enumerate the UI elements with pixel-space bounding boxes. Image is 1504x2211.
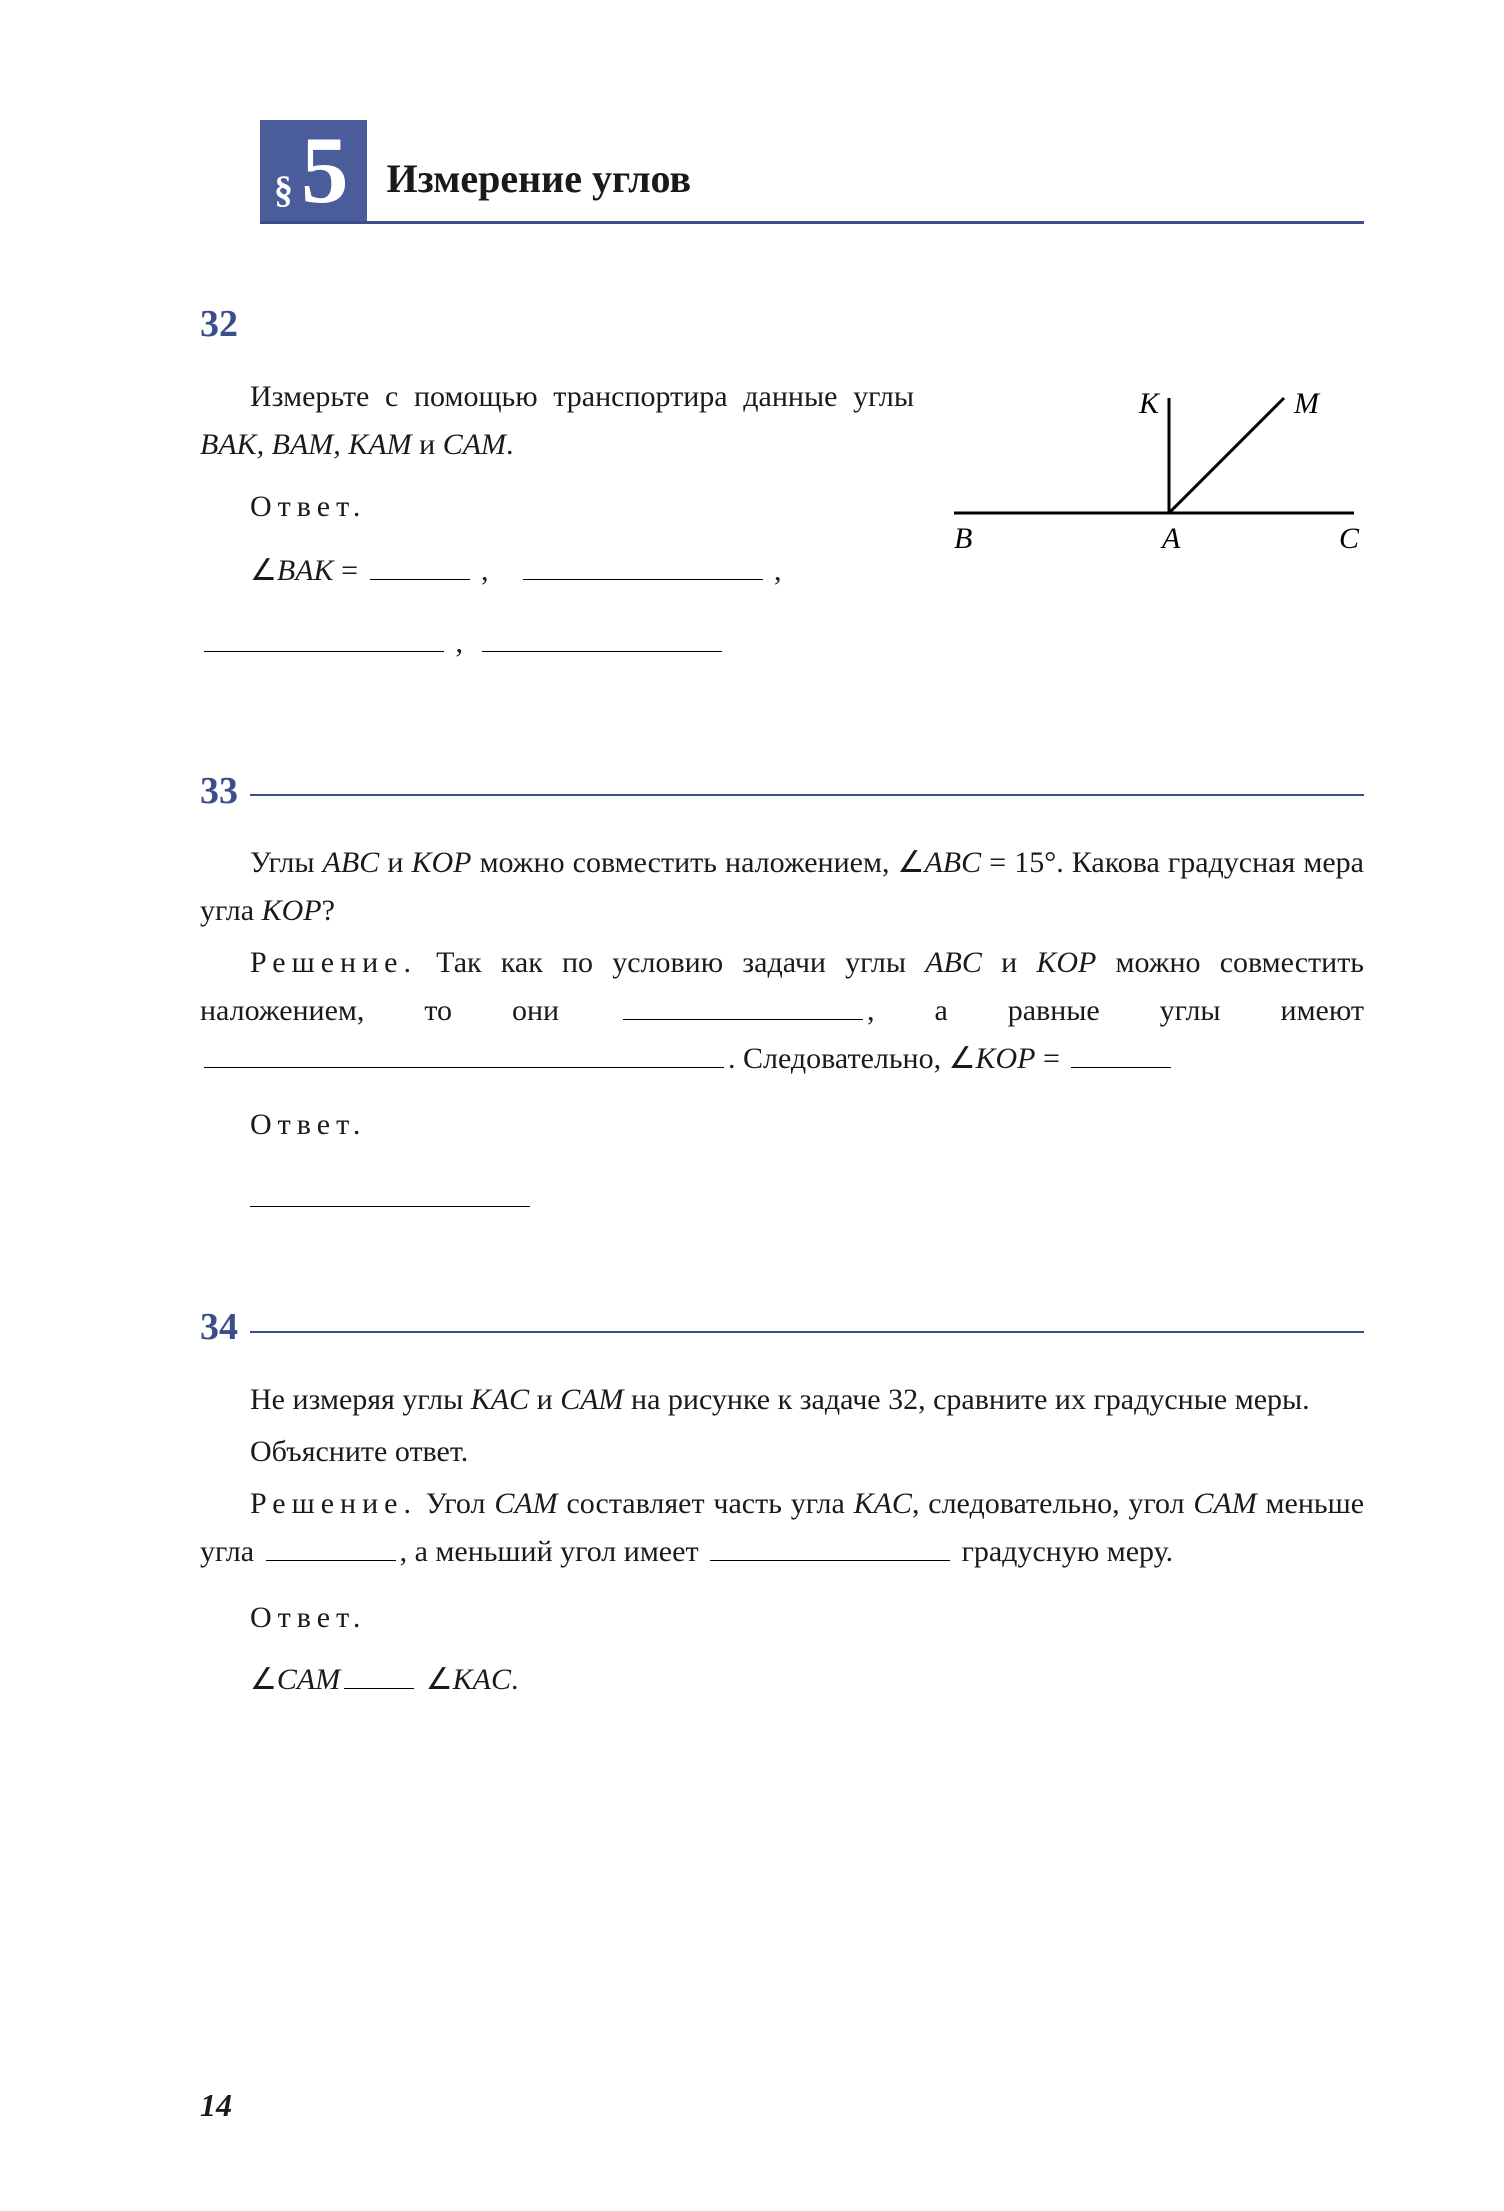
problem-34-header: 34 — [200, 1297, 1364, 1358]
t: KOP — [411, 846, 471, 879]
t: ∠ — [418, 1663, 452, 1696]
t: KOP — [262, 894, 322, 927]
t: KAC — [471, 1383, 529, 1416]
t: CAM — [560, 1383, 623, 1416]
t: Не измеряя углы — [250, 1383, 471, 1416]
label-M: M — [1293, 387, 1321, 420]
problem-number-33: 33 — [200, 761, 238, 822]
blank-field[interactable] — [344, 1688, 414, 1689]
t: CAM — [277, 1663, 340, 1696]
blank-field[interactable] — [204, 1067, 724, 1068]
blank-field[interactable] — [482, 651, 722, 652]
solution-label: Решение. — [250, 946, 417, 979]
t: и — [379, 846, 411, 879]
p33-answer-label: Ответ. — [200, 1101, 1364, 1149]
t: Углы — [250, 846, 323, 879]
blank-field[interactable] — [1071, 1067, 1171, 1068]
t: KOP — [976, 1042, 1036, 1075]
t: KAC — [453, 1663, 511, 1696]
section-badge: § 5 — [260, 120, 367, 221]
problem-32: 32 Измерьте с помощью транспортира данны… — [200, 294, 1364, 671]
p32-text2: и — [412, 428, 443, 461]
problem-33-header: 33 — [200, 761, 1364, 822]
blank-field[interactable] — [370, 579, 470, 580]
t: ABC — [323, 846, 380, 879]
blank-field[interactable] — [710, 1560, 950, 1561]
p32-text: Измерьте с помощью транспортира данные у… — [250, 380, 914, 413]
t: ABC — [925, 946, 982, 979]
t: Так как по условию задачи углы — [417, 946, 925, 979]
t: градусную меру. — [954, 1535, 1173, 1568]
problem-34-body: Не измеряя углы KAC и CAM на рисунке к з… — [200, 1376, 1364, 1704]
t: . Следовательно, ∠ — [728, 1042, 976, 1075]
p32-angles: BAK, BAM, KAM — [200, 428, 412, 461]
t: ABC — [924, 846, 981, 879]
p32-eq: = — [334, 554, 366, 587]
problem-33-body: Углы ABC и KOP можно совместить наложени… — [200, 839, 1364, 1207]
divider-line — [250, 794, 1364, 796]
p32-angle-sym: ∠ — [250, 554, 277, 587]
blank-field[interactable] — [523, 579, 763, 580]
section-number: 5 — [301, 128, 349, 214]
blank-field[interactable] — [623, 1019, 863, 1020]
problem-33: 33 Углы ABC и KOP можно совместить налож… — [200, 761, 1364, 1208]
t: , а равные углы имеют — [867, 994, 1364, 1027]
t: Объясните ответ. — [200, 1428, 1364, 1476]
p32-bak: BAK — [277, 554, 334, 587]
problem-number-34: 34 — [200, 1297, 238, 1358]
t: , следовательно, угол — [912, 1487, 1193, 1520]
t: KAC — [854, 1487, 912, 1520]
section-symbol: § — [274, 160, 293, 221]
t: CAM — [494, 1487, 557, 1520]
t: KOP — [1036, 946, 1096, 979]
section-title: Измерение углов — [387, 147, 692, 221]
t: и — [529, 1383, 560, 1416]
label-B: B — [954, 522, 972, 555]
p32-answer-label: Ответ. — [200, 483, 914, 531]
t: CAM — [1193, 1487, 1256, 1520]
page-number: 14 — [200, 2080, 232, 2131]
t: Угол — [417, 1487, 494, 1520]
problem-32-figure: K M B A C — [944, 373, 1364, 671]
problem-34: 34 Не измеряя углы KAC и CAM на рисунке … — [200, 1297, 1364, 1704]
t: ∠ — [250, 1663, 277, 1696]
label-A: A — [1160, 522, 1181, 555]
t: можно совместить наложением, ∠ — [471, 846, 924, 879]
label-C: C — [1339, 522, 1360, 555]
p34-answer-label: Ответ. — [200, 1594, 1364, 1642]
blank-field[interactable] — [266, 1560, 396, 1561]
t: = — [1036, 1042, 1068, 1075]
p32-period: . — [506, 428, 514, 461]
t: на рисунке к задаче 32, сравните их град… — [624, 1383, 1310, 1416]
problem-32-text: Измерьте с помощью транспортира данные у… — [200, 373, 914, 671]
angle-diagram: K M B A C — [944, 383, 1364, 563]
t: и — [982, 946, 1036, 979]
solution-label: Решение. — [250, 1487, 417, 1520]
section-header: § 5 Измерение углов — [260, 120, 1364, 224]
problem-number-32: 32 — [200, 294, 1364, 355]
blank-field[interactable] — [250, 1179, 530, 1207]
t: , а меньший угол имеет — [400, 1535, 706, 1568]
t: составляет часть угла — [558, 1487, 854, 1520]
blank-field[interactable] — [204, 651, 444, 652]
label-K: K — [1138, 387, 1161, 420]
t: . — [511, 1663, 519, 1696]
t: ? — [322, 894, 335, 927]
divider-line — [250, 1331, 1364, 1333]
p32-angle-last: CAM — [443, 428, 506, 461]
